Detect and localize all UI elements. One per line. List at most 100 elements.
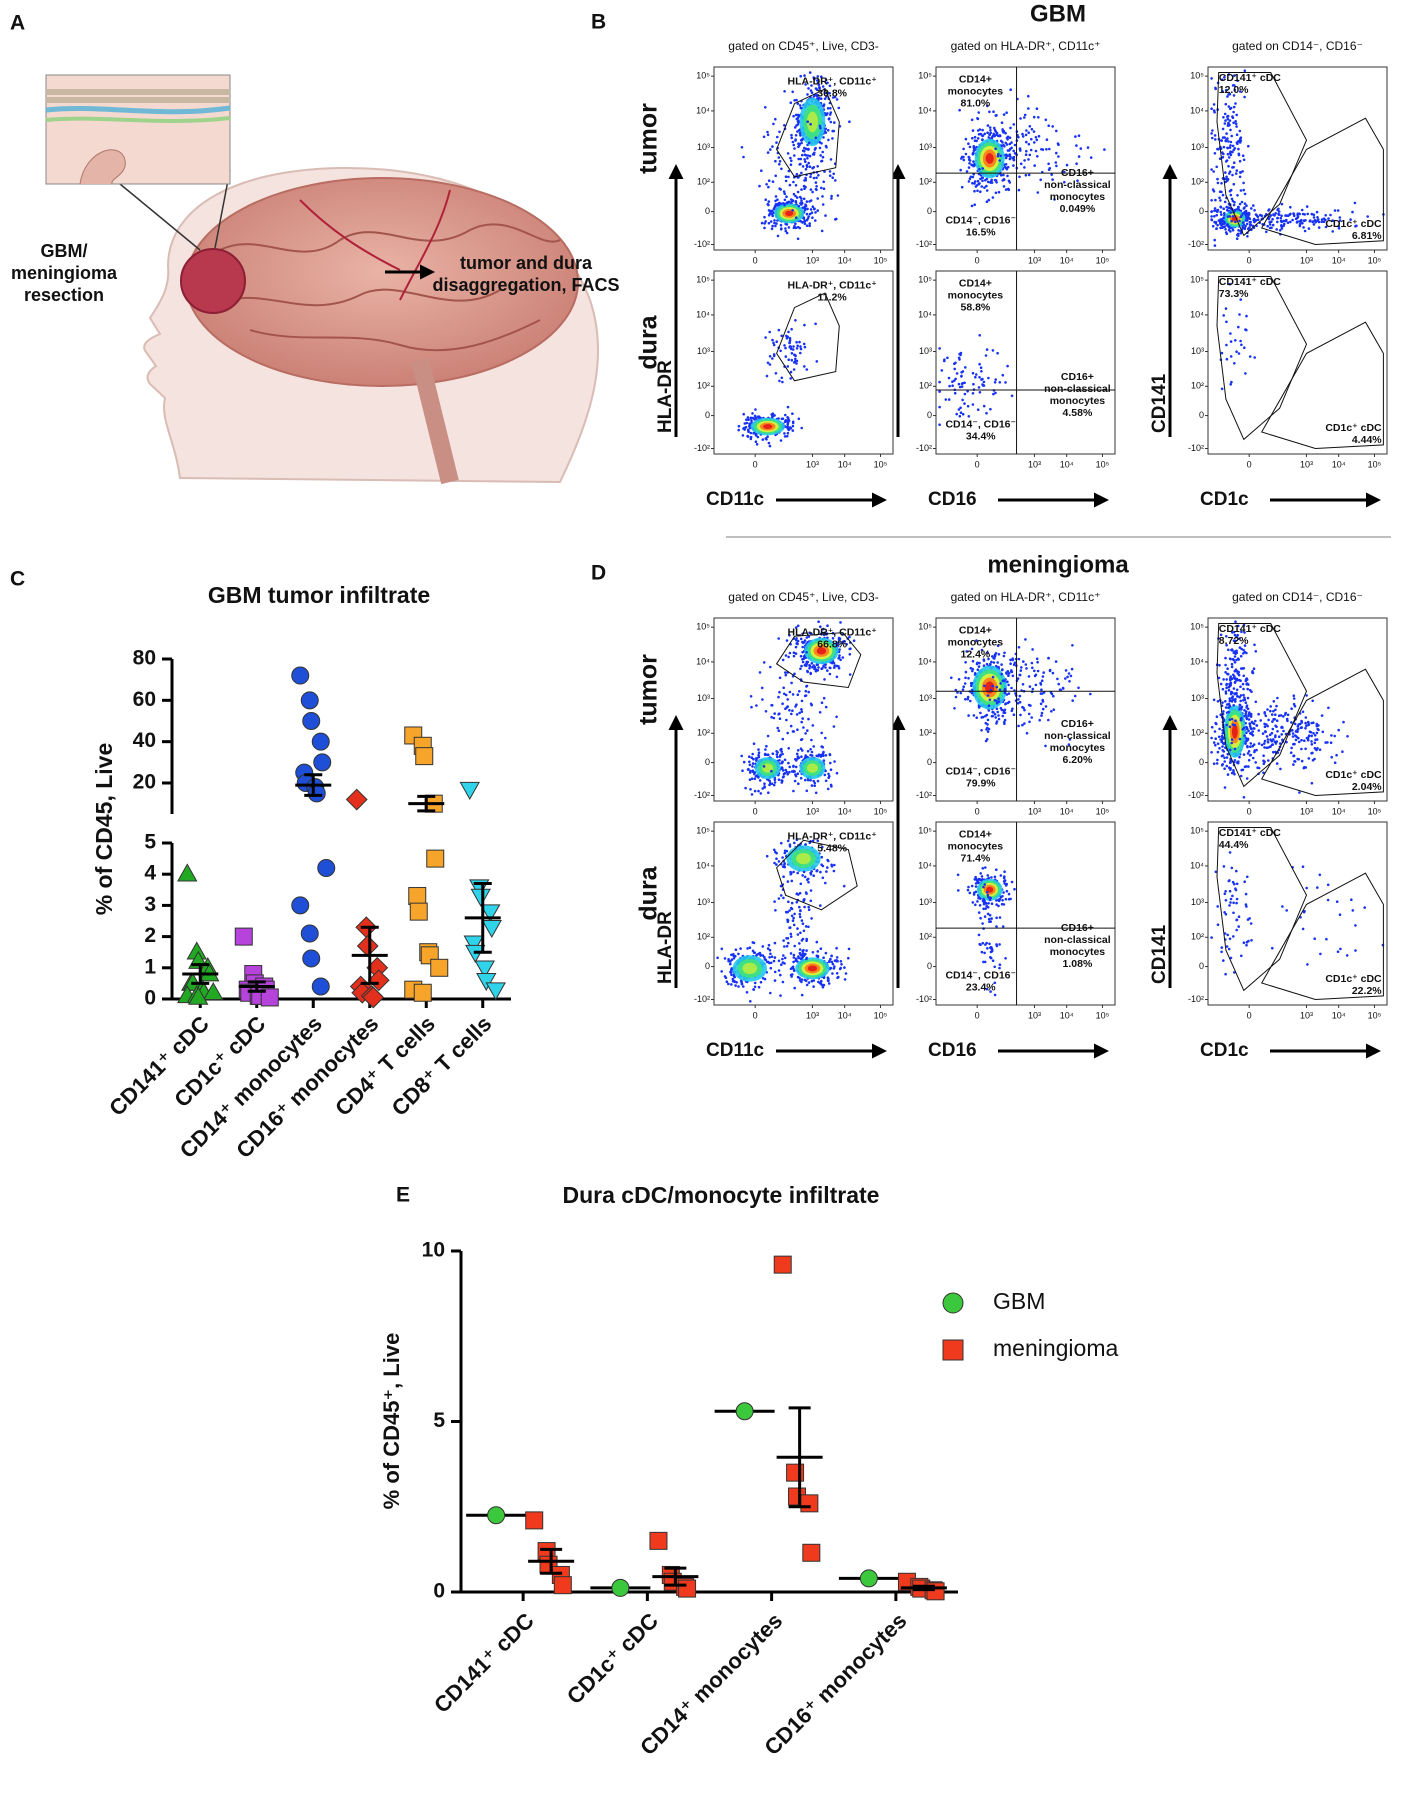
event-dot	[792, 226, 796, 230]
event-dot	[808, 154, 812, 158]
event-dot	[986, 104, 989, 108]
event-dot	[1247, 765, 1250, 768]
event-dot	[1312, 213, 1316, 216]
event-dot	[1243, 644, 1247, 647]
event-dot	[740, 980, 743, 984]
event-dot	[986, 131, 989, 134]
event-dot	[974, 185, 978, 188]
event-dot	[1305, 724, 1308, 727]
event-dot	[1048, 669, 1052, 673]
event-dot	[1266, 708, 1269, 711]
event-dot	[772, 959, 776, 963]
event-dot	[847, 956, 850, 960]
event-dot	[971, 371, 975, 375]
event-dot	[767, 441, 771, 445]
event-dot	[808, 224, 811, 228]
event-dot	[787, 417, 790, 420]
event-dot	[802, 197, 806, 201]
event-dot	[788, 336, 792, 340]
flow-plot	[1205, 270, 1388, 457]
event-dot	[1228, 282, 1232, 286]
event-dot	[812, 779, 815, 783]
event-dot	[1269, 745, 1272, 748]
event-dot	[804, 732, 807, 735]
event-dot	[757, 748, 760, 751]
event-dot	[742, 985, 745, 988]
event-dot	[1324, 225, 1328, 229]
event-dot	[1234, 677, 1237, 680]
event-dot	[841, 641, 844, 645]
event-dot	[1216, 223, 1219, 227]
event-dot	[1228, 697, 1232, 700]
event-dot	[1263, 739, 1267, 743]
event-dot	[809, 188, 813, 191]
event-dot	[800, 699, 804, 703]
event-dot	[993, 178, 997, 182]
event-dot	[785, 434, 789, 438]
event-dot	[785, 419, 788, 423]
event-dot	[1312, 216, 1316, 219]
event-dot	[1243, 192, 1247, 196]
event-dot	[800, 738, 804, 741]
event-dot	[784, 229, 788, 233]
event-dot	[997, 697, 1000, 700]
event-dot	[953, 367, 956, 371]
event-dot	[1223, 221, 1226, 224]
event-dot	[794, 222, 797, 225]
event-dot	[1229, 144, 1232, 147]
gate-label: monocytes	[948, 86, 1004, 98]
event-dot	[799, 747, 803, 750]
event-dot	[1346, 735, 1349, 738]
event-dot	[827, 772, 830, 776]
axis-label: CD11c	[706, 489, 765, 510]
event-dot	[1001, 714, 1005, 718]
event-dot	[814, 791, 818, 795]
event-dot	[807, 908, 811, 911]
event-dot	[786, 705, 789, 708]
event-dot	[835, 715, 838, 719]
event-dot	[758, 671, 762, 674]
event-dot	[1234, 700, 1237, 703]
event-dot	[1002, 131, 1005, 134]
y-tick-label: 0	[927, 410, 932, 420]
event-dot	[791, 973, 794, 976]
event-dot	[822, 105, 825, 108]
event-dot	[801, 165, 805, 168]
event-dot	[790, 872, 793, 875]
event-dot	[730, 967, 733, 970]
event-dot	[1000, 121, 1004, 124]
event-dot	[992, 132, 995, 136]
event-dot	[790, 914, 794, 918]
y-tick-label: -10²	[1188, 790, 1204, 800]
event-dot	[1271, 743, 1274, 746]
event-dot	[789, 377, 792, 380]
event-dot	[804, 689, 808, 693]
event-dot	[960, 385, 964, 388]
event-dot	[820, 863, 823, 866]
event-dot	[824, 666, 827, 669]
event-dot	[1032, 115, 1036, 119]
event-dot	[988, 133, 991, 136]
event-dot	[998, 134, 1001, 138]
event-dot	[788, 341, 791, 345]
event-dot	[786, 365, 790, 368]
event-dot	[991, 196, 995, 199]
event-dot	[1022, 660, 1025, 663]
event-dot	[794, 959, 798, 962]
event-dot	[1221, 90, 1224, 93]
event-dot	[792, 345, 795, 348]
event-dot	[838, 654, 841, 657]
event-dot	[763, 222, 766, 225]
event-dot	[960, 185, 964, 189]
event-dot	[764, 220, 767, 223]
event-dot	[1234, 620, 1237, 623]
event-dot	[954, 377, 957, 381]
event-dot	[834, 218, 837, 221]
event-dot	[772, 122, 775, 126]
event-dot	[1279, 216, 1283, 220]
event-dot	[820, 983, 824, 987]
event-dot	[1282, 715, 1285, 718]
event-dot	[947, 398, 951, 401]
event-dot	[1226, 215, 1230, 218]
event-dot	[984, 721, 988, 725]
